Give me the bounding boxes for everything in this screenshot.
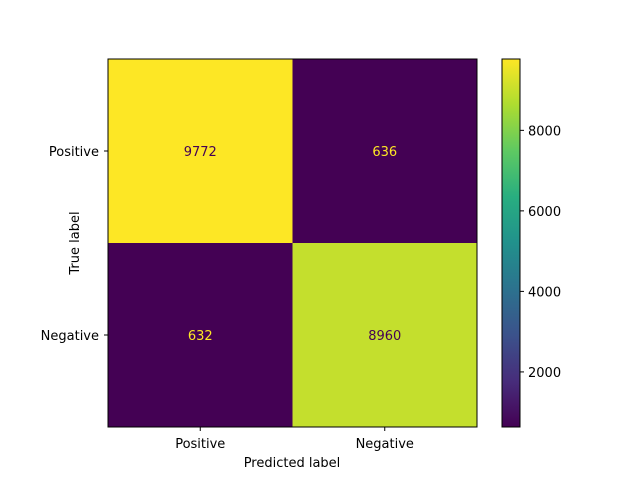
x-tick-label: Positive bbox=[175, 437, 225, 452]
plot-frame bbox=[107, 58, 478, 428]
y-axis-label: True label bbox=[68, 211, 83, 275]
heatmap-cell bbox=[292, 243, 477, 427]
x-tick-label: Negative bbox=[356, 437, 414, 452]
heatmap-cell bbox=[108, 59, 293, 243]
y-tick-label: Positive bbox=[49, 145, 99, 160]
cell-value-labels: 9772 636 632 8960 bbox=[184, 145, 402, 344]
y-tick-label: Negative bbox=[41, 329, 99, 344]
x-axis-label: Predicted label bbox=[244, 456, 341, 471]
heatmap-cells bbox=[108, 59, 477, 427]
colorbar bbox=[501, 58, 521, 428]
cell-value-label: 9772 bbox=[184, 145, 217, 160]
x-axis-ticks: Positive Negative bbox=[175, 427, 414, 452]
colorbar-tick-label: 6000 bbox=[528, 205, 561, 220]
colorbar-tick-label: 8000 bbox=[528, 124, 561, 139]
cell-value-label: 8960 bbox=[368, 329, 401, 344]
cell-value-label: 636 bbox=[372, 145, 397, 160]
heatmap-cell bbox=[108, 243, 293, 427]
heatmap-cell bbox=[292, 59, 477, 243]
colorbar-tick-label: 4000 bbox=[528, 285, 561, 300]
y-axis-ticks: Positive Negative bbox=[41, 145, 108, 344]
colorbar-ticks: 2000 4000 6000 8000 bbox=[520, 124, 561, 381]
colorbar-tick-label: 2000 bbox=[528, 366, 561, 381]
cell-value-label: 632 bbox=[188, 329, 213, 344]
